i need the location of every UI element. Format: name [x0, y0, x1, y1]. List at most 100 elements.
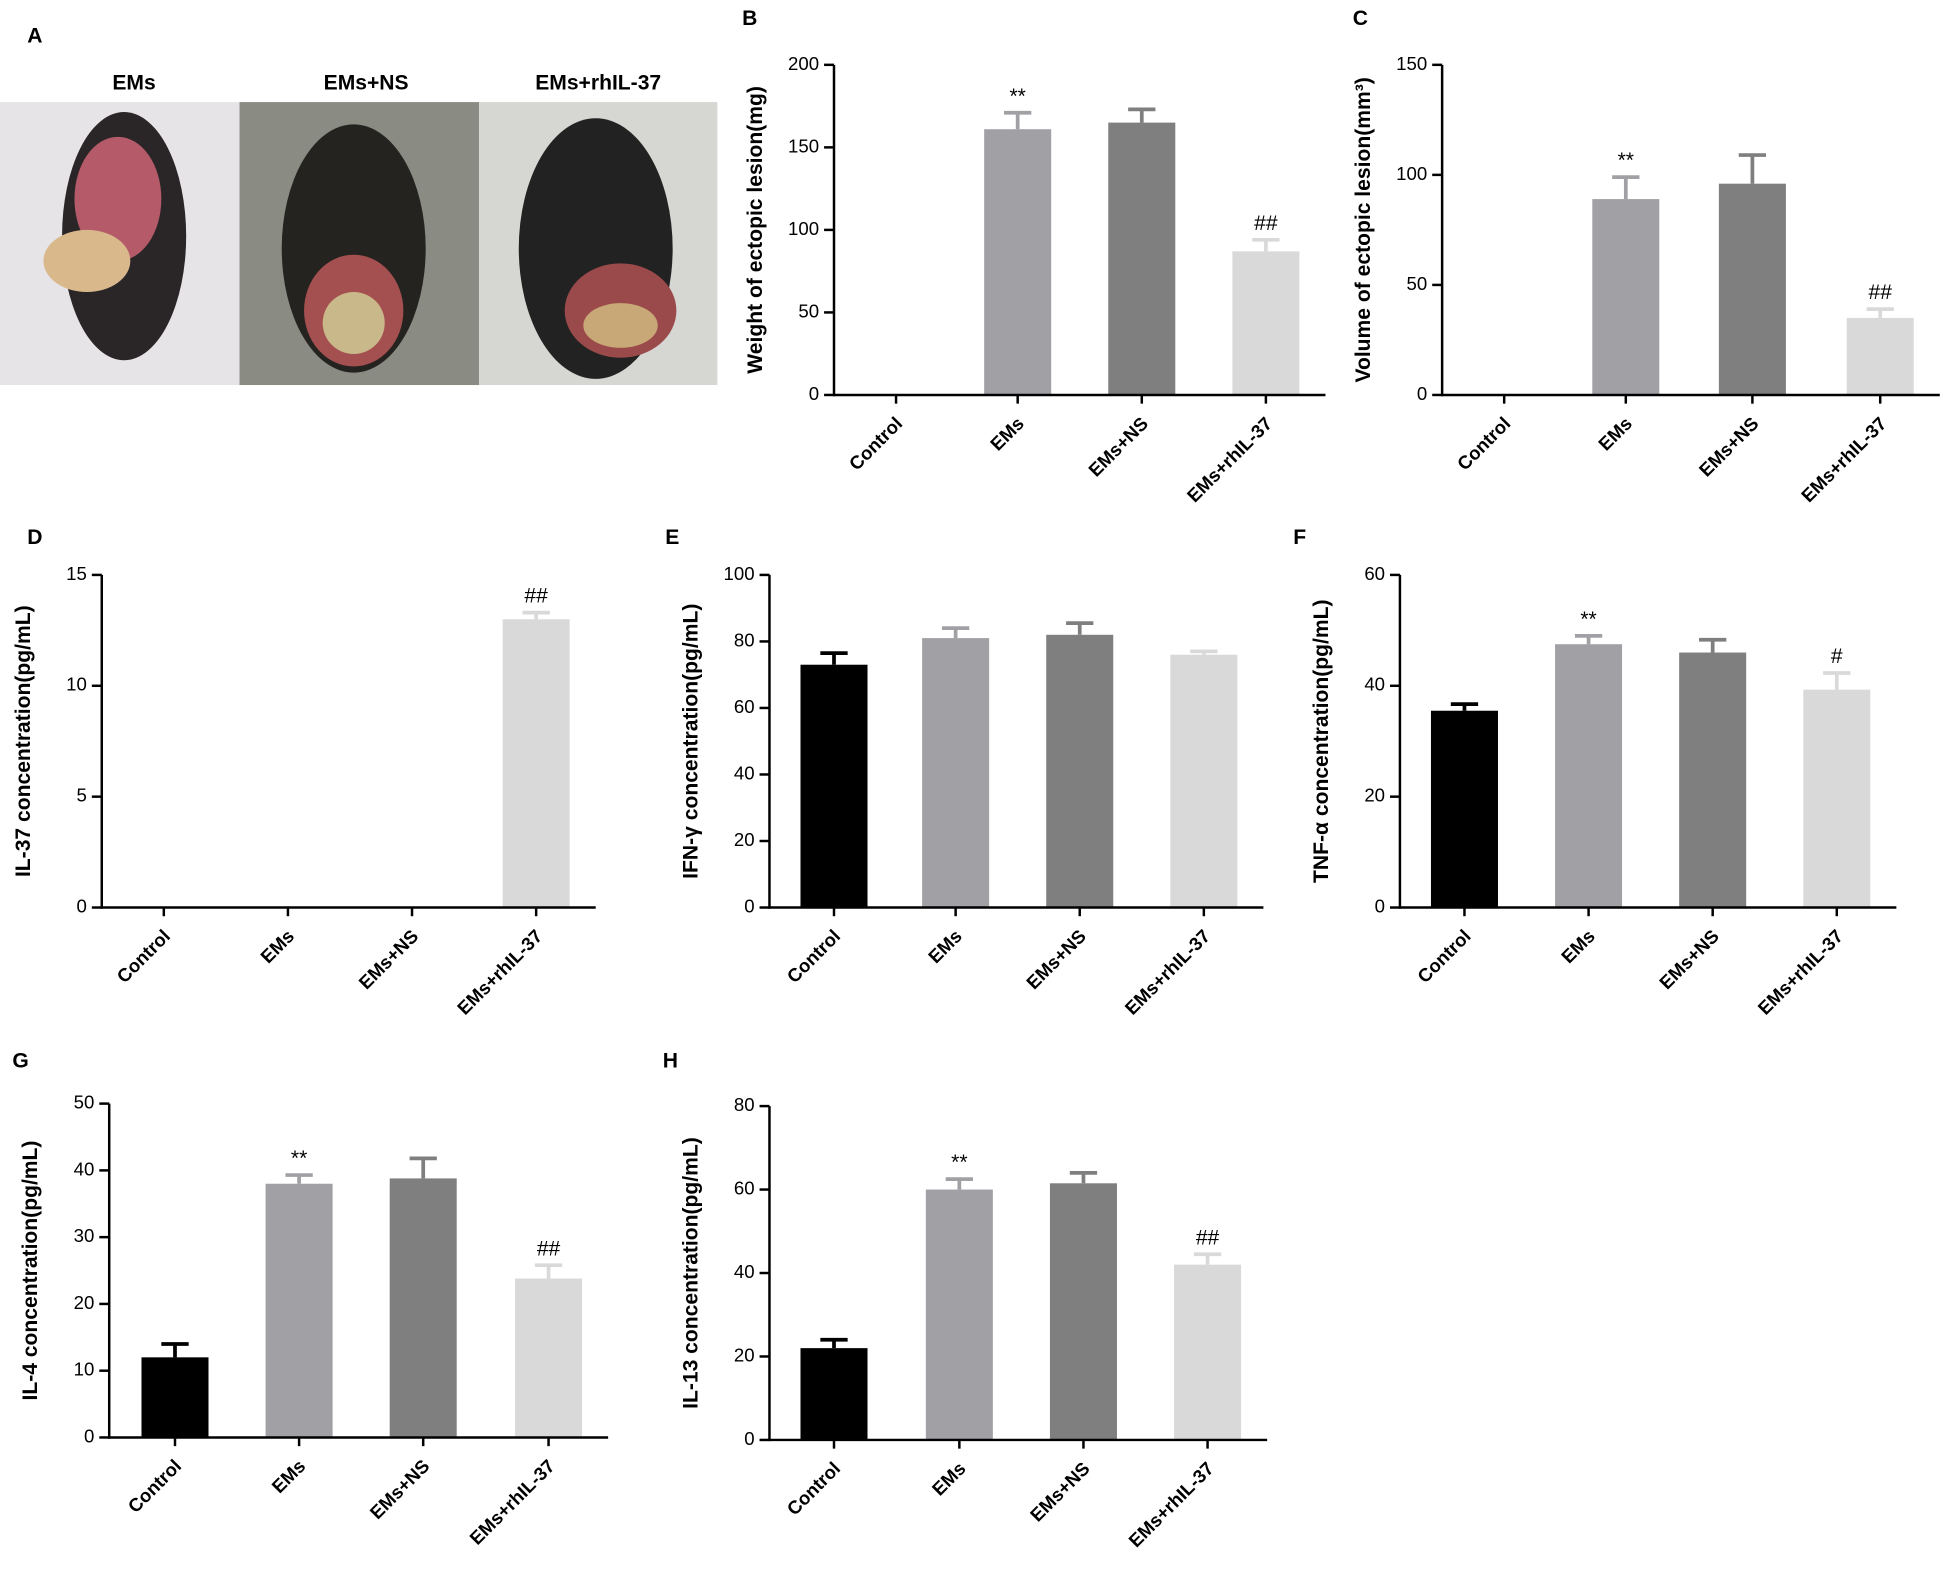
y-tick-label: 0: [1417, 383, 1427, 404]
error-bar: [1699, 637, 1727, 653]
y-tick-label: 5: [77, 785, 87, 806]
error-bar: [1252, 237, 1280, 252]
bar: [1170, 654, 1238, 908]
bar: [925, 1189, 993, 1440]
error-bar: [1004, 110, 1032, 130]
panel-letter: B: [742, 7, 757, 30]
bar: [1846, 317, 1914, 395]
y-tick-label: 100: [724, 563, 755, 584]
bar: [800, 664, 868, 908]
significance-label: ##: [537, 1237, 561, 1260]
panel-letter: F: [1293, 526, 1306, 549]
error-bar: [820, 1337, 848, 1349]
y-tick-label: 60: [734, 1177, 755, 1198]
y-tick-label: 10: [74, 1359, 95, 1380]
y-tick-label: 50: [798, 300, 819, 321]
error-bar: [534, 1263, 563, 1279]
photo-tissue: [74, 136, 162, 261]
bar: [922, 638, 990, 908]
error-bar: [161, 1342, 189, 1358]
bar: [1108, 122, 1176, 395]
y-tick-label: 40: [734, 762, 755, 783]
bar: [800, 1348, 868, 1440]
y-tick-label: 50: [74, 1092, 95, 1113]
y-tick-label: 200: [788, 53, 819, 74]
y-tick-label: 40: [734, 1261, 755, 1282]
bar: [1592, 199, 1660, 395]
bar: [984, 129, 1052, 395]
y-tick-label: 15: [66, 563, 87, 584]
significance-label: ##: [1254, 212, 1278, 235]
y-tick-label: 100: [1396, 163, 1427, 184]
y-tick-label: 50: [1407, 273, 1428, 294]
y-tick-label: 40: [74, 1158, 95, 1179]
panel-letter: H: [663, 1050, 678, 1073]
y-tick-label: 80: [734, 629, 755, 650]
y-tick-label: 150: [788, 135, 819, 156]
y-tick-label: 20: [734, 829, 755, 850]
y-axis-label: Volume of ectopic lesion(mm³): [1352, 77, 1375, 382]
panel-letter: A: [27, 24, 42, 47]
y-tick-label: 40: [1364, 674, 1385, 695]
panel-letter: E: [665, 526, 679, 549]
error-bar: [1574, 634, 1603, 645]
y-tick-label: 80: [734, 1094, 755, 1115]
significance-label: **: [1618, 149, 1634, 172]
photo-caption: EMs: [112, 72, 155, 95]
y-tick-label: 20: [74, 1292, 95, 1313]
error-bar: [1128, 107, 1156, 123]
y-axis-label: IL-4 concentration(pg/mL): [19, 1141, 42, 1401]
significance-label: **: [291, 1147, 307, 1170]
significance-label: **: [951, 1151, 967, 1174]
y-tick-label: 150: [1396, 53, 1427, 74]
y-axis-label: TNF-α concentration(pg/mL): [1310, 599, 1333, 882]
bar: [1049, 1183, 1117, 1440]
significance-label: ##: [1868, 281, 1892, 304]
bar: [1679, 652, 1747, 908]
photo-caption: EMs+NS: [324, 72, 409, 95]
error-bar: [522, 610, 550, 620]
panel-letter: G: [12, 1050, 28, 1073]
bar: [265, 1183, 333, 1438]
panel-letter: D: [27, 526, 42, 549]
significance-label: **: [1009, 85, 1025, 108]
bar: [1430, 710, 1498, 908]
significance-label: #: [1831, 645, 1843, 668]
error-bar: [1066, 621, 1094, 635]
y-tick-label: 0: [77, 895, 87, 916]
photo-caption: EMs+rhIL-37: [535, 72, 661, 95]
y-tick-label: 0: [744, 895, 754, 916]
panel-letter: C: [1353, 7, 1368, 30]
y-tick-label: 0: [744, 1428, 754, 1449]
error-bar: [1069, 1171, 1098, 1184]
y-tick-label: 60: [734, 696, 755, 717]
bar: [1803, 689, 1871, 908]
y-tick-label: 0: [809, 383, 819, 404]
significance-label: ##: [1196, 1226, 1220, 1249]
error-bar: [285, 1173, 313, 1184]
bar: [1174, 1264, 1242, 1440]
photo-tissue: [322, 291, 385, 355]
y-tick-label: 30: [74, 1225, 95, 1246]
bar: [141, 1357, 209, 1438]
error-bar: [1738, 153, 1767, 184]
y-tick-label: 0: [1375, 895, 1385, 916]
error-bar: [1866, 307, 1894, 318]
bar: [515, 1278, 583, 1438]
y-axis-label: Weight of ectopic lesion(mg): [744, 86, 767, 374]
y-tick-label: 60: [1364, 563, 1385, 584]
bar: [1046, 634, 1114, 908]
error-bar: [1193, 1252, 1222, 1265]
significance-label: ##: [524, 585, 548, 608]
significance-label: **: [1580, 608, 1596, 631]
y-axis-label: IL-37 concentration(pg/mL): [12, 605, 35, 877]
error-bar: [945, 1177, 973, 1190]
error-bar: [1612, 175, 1640, 200]
error-bar: [1450, 702, 1479, 711]
bar: [1232, 251, 1300, 395]
bar: [502, 619, 570, 908]
bar: [389, 1178, 457, 1438]
y-axis-label: IL-13 concentration(pg/mL): [679, 1137, 702, 1409]
y-tick-label: 20: [734, 1344, 755, 1365]
